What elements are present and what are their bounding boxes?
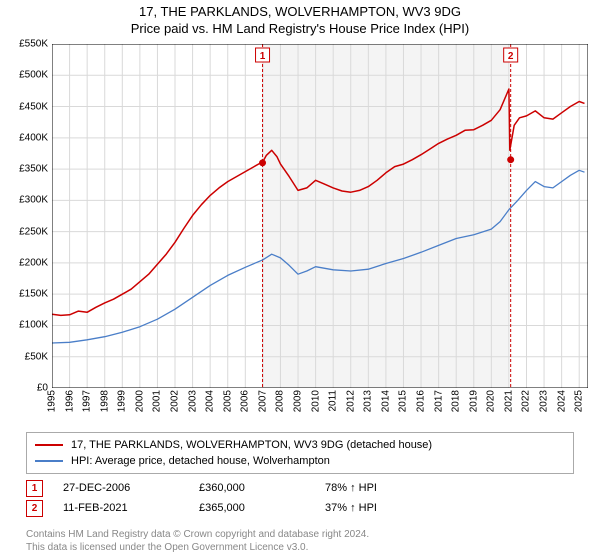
x-tick-label: 1998 [99,390,110,412]
x-tick-label: 2023 [539,390,550,412]
arrow-up-icon: ↑ [350,482,356,494]
y-tick-label: £100K [2,320,48,331]
y-tick-label: £400K [2,132,48,143]
x-tick-label: 1996 [64,390,75,412]
arrow-up-icon: ↑ [350,502,356,514]
x-tick-label: 2005 [222,390,233,412]
chart-titles: 17, THE PARKLANDS, WOLVERHAMPTON, WV3 9D… [0,0,600,38]
sale-pct: 78% ↑ HPI [325,482,405,494]
y-tick-label: £150K [2,289,48,300]
y-tick-label: £250K [2,226,48,237]
x-tick-label: 2009 [293,390,304,412]
x-tick-label: 2004 [205,390,216,412]
x-tick-label: 2022 [521,390,532,412]
x-tick-label: 1999 [117,390,128,412]
x-tick-label: 2002 [170,390,181,412]
y-tick-label: £500K [2,70,48,81]
x-tick-label: 2011 [328,390,339,412]
x-tick-label: 2014 [380,390,391,412]
x-tick-label: 2016 [416,390,427,412]
x-tick-label: 2010 [310,390,321,412]
footer-line-1: Contains HM Land Registry data © Crown c… [26,529,574,542]
y-tick-label: £450K [2,101,48,112]
footer-line-2: This data is licensed under the Open Gov… [26,542,574,555]
x-tick-label: 2000 [134,390,145,412]
legend-row-property: 17, THE PARKLANDS, WOLVERHAMPTON, WV3 9D… [35,437,565,453]
sale-marker-badge: 1 [26,480,43,497]
sale-price: £365,000 [199,502,319,514]
sale-row: 1 27-DEC-2006 £360,000 78% ↑ HPI [26,478,574,498]
y-tick-label: £350K [2,164,48,175]
x-tick-label: 1997 [82,390,93,412]
x-tick-label: 2019 [468,390,479,412]
chart-container: 17, THE PARKLANDS, WOLVERHAMPTON, WV3 9D… [0,0,600,560]
svg-text:2: 2 [508,51,514,62]
x-tick-label: 2003 [187,390,198,412]
x-tick-label: 2021 [503,390,514,412]
x-tick-label: 2018 [451,390,462,412]
sale-row: 2 11-FEB-2021 £365,000 37% ↑ HPI [26,498,574,518]
x-tick-label: 2007 [257,390,268,412]
x-tick-label: 2013 [363,390,374,412]
x-tick-label: 1995 [47,390,58,412]
legend-swatch-property [35,444,63,446]
x-tick-label: 2012 [345,390,356,412]
legend-swatch-hpi [35,460,63,462]
svg-text:1: 1 [260,51,266,62]
chart-svg: 12 [52,44,588,388]
x-tick-label: 2008 [275,390,286,412]
sale-date: 27-DEC-2006 [49,482,193,494]
chart-plot-area: 12 [52,44,588,388]
chart-title-main: 17, THE PARKLANDS, WOLVERHAMPTON, WV3 9D… [0,4,600,21]
legend-row-hpi: HPI: Average price, detached house, Wolv… [35,453,565,469]
sale-date: 11-FEB-2021 [49,502,193,514]
x-tick-label: 2001 [152,390,163,412]
sale-marker-badge: 2 [26,500,43,517]
x-tick-label: 2020 [486,390,497,412]
footer: Contains HM Land Registry data © Crown c… [26,529,574,554]
y-tick-label: £50K [2,351,48,362]
x-tick-label: 2006 [240,390,251,412]
y-tick-label: £0 [2,383,48,394]
legend: 17, THE PARKLANDS, WOLVERHAMPTON, WV3 9D… [26,432,574,474]
chart-title-sub: Price paid vs. HM Land Registry's House … [0,21,600,38]
x-tick-label: 2015 [398,390,409,412]
legend-label-property: 17, THE PARKLANDS, WOLVERHAMPTON, WV3 9D… [71,439,432,451]
x-tick-label: 2025 [574,390,585,412]
sale-price: £360,000 [199,482,319,494]
x-tick-label: 2017 [433,390,444,412]
x-tick-label: 2024 [556,390,567,412]
y-tick-label: £550K [2,39,48,50]
y-tick-label: £200K [2,257,48,268]
legend-label-hpi: HPI: Average price, detached house, Wolv… [71,455,330,467]
y-tick-label: £300K [2,195,48,206]
sales-table: 1 27-DEC-2006 £360,000 78% ↑ HPI 2 11-FE… [26,478,574,518]
sale-pct: 37% ↑ HPI [325,502,405,514]
